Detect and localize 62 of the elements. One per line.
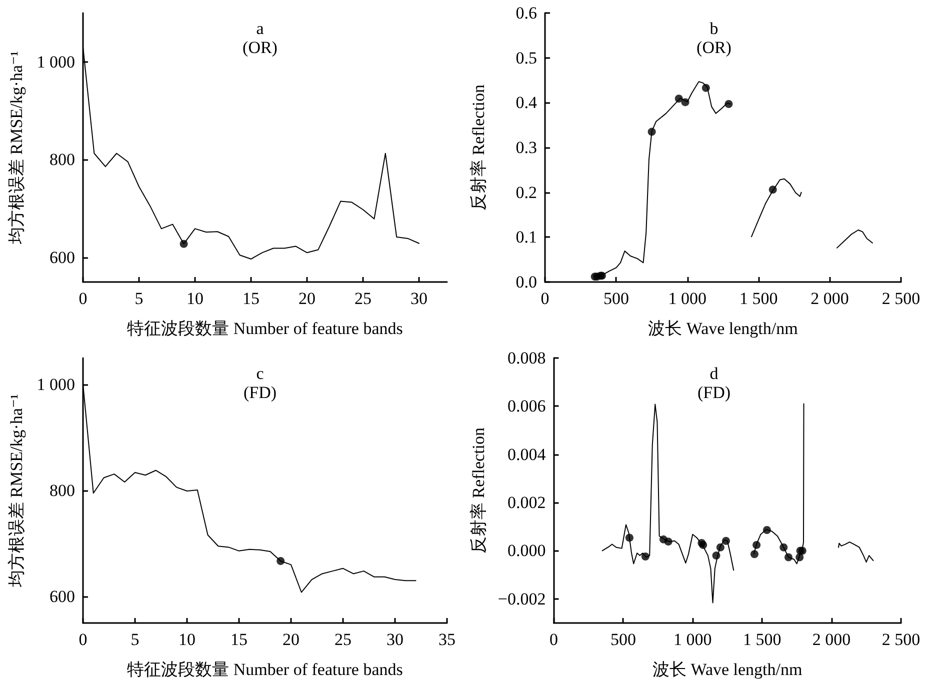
x-tick-label: 1 500 <box>742 630 782 649</box>
x-tick-label: 500 <box>610 630 636 649</box>
chart-title: a <box>256 19 264 38</box>
y-tick-label: 0.006 <box>507 396 546 416</box>
x-tick-label: 2 500 <box>882 289 920 308</box>
x-tick-label: 10 <box>186 289 204 308</box>
y-tick-label: 0.5 <box>516 48 537 68</box>
x-axis-title: 特征波段数量 Number of feature bands <box>127 660 403 679</box>
x-axis-title: 波长 Wave length/nm <box>648 319 798 338</box>
y-tick-label: −0.002 <box>498 589 546 608</box>
y-tick-label: 800 <box>50 150 75 170</box>
y-tick-label: 0.3 <box>516 138 537 157</box>
y-tick-label: 0.1 <box>516 228 537 247</box>
x-tick-label: 5 <box>130 630 140 649</box>
x-tick-label: 35 <box>438 630 456 649</box>
y-tick-label: 600 <box>50 248 75 268</box>
y-tick-label: 0.008 <box>507 348 546 368</box>
y-tick-label: 1 000 <box>36 52 75 72</box>
y-tick-label: 0.000 <box>507 541 546 560</box>
x-tick-label: 25 <box>354 289 372 308</box>
x-tick-label: 2 500 <box>882 630 920 649</box>
x-tick-label: 0 <box>78 630 88 649</box>
x-tick-label: 1 000 <box>668 289 707 308</box>
text: (OR) <box>696 38 732 57</box>
chart-title: c <box>256 364 264 383</box>
y-tick-label: 600 <box>50 587 75 606</box>
x-tick-label: 500 <box>603 289 629 308</box>
x-tick-label: 30 <box>386 630 404 649</box>
x-tick-label: 20 <box>298 289 316 308</box>
text: (OR) <box>242 38 278 57</box>
x-tick-label: 1 500 <box>739 289 778 308</box>
x-tick-label: 2 000 <box>810 289 849 308</box>
x-axis-title: 特征波段数量 Number of feature bands <box>127 319 403 338</box>
y-axis-title: 均方根误差 RMSE/kg·ha⁻¹ <box>7 50 26 246</box>
y-tick-label: 0.0 <box>516 272 537 292</box>
x-tick-label: 10 <box>178 630 196 649</box>
x-tick-label: 5 <box>134 289 144 308</box>
y-axis-title: 均方根误差 RMSE/kg·ha⁻¹ <box>7 394 26 588</box>
y-tick-label: 0.6 <box>516 4 537 22</box>
x-tick-label: 0 <box>540 289 550 308</box>
x-tick-label: 15 <box>230 630 248 649</box>
x-tick-label: 1 000 <box>674 630 712 649</box>
chart-title: b <box>710 19 718 38</box>
y-axis-title: 反射率 Reflection <box>469 84 488 211</box>
x-tick-label: 15 <box>242 289 260 308</box>
y-tick-label: 0.2 <box>516 182 537 202</box>
y-tick-label: 0.004 <box>507 444 546 464</box>
text: (FD) <box>697 383 731 402</box>
x-tick-label: 25 <box>334 630 352 649</box>
y-tick-label: 0.4 <box>516 93 538 112</box>
x-axis-title: 波长 Wave length/nm <box>652 660 802 679</box>
y-axis-title: 反射率 Reflection <box>469 426 488 554</box>
chart-title: d <box>710 364 719 383</box>
x-tick-label: 30 <box>410 289 428 308</box>
x-tick-label: 0 <box>549 630 558 649</box>
y-tick-label: 800 <box>50 481 75 500</box>
x-tick-label: 2 000 <box>812 630 851 649</box>
y-tick-label: 1 000 <box>36 375 75 394</box>
y-tick-label: 0.002 <box>507 493 546 512</box>
text: (FD) <box>243 383 277 402</box>
x-tick-label: 0 <box>78 289 88 308</box>
x-tick-label: 20 <box>282 630 300 649</box>
